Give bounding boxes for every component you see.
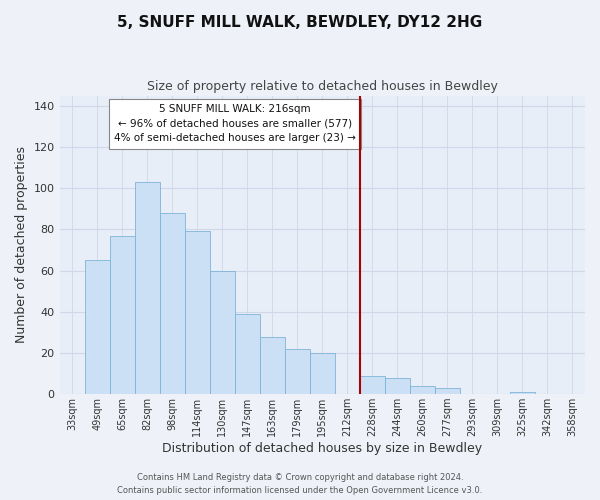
Text: 5 SNUFF MILL WALK: 216sqm
← 96% of detached houses are smaller (577)
4% of semi-: 5 SNUFF MILL WALK: 216sqm ← 96% of detac… <box>114 104 356 144</box>
Bar <box>310 353 335 394</box>
Bar <box>360 376 385 394</box>
X-axis label: Distribution of detached houses by size in Bewdley: Distribution of detached houses by size … <box>162 442 482 455</box>
Bar <box>85 260 110 394</box>
Bar <box>285 349 310 394</box>
Bar <box>209 270 235 394</box>
Title: Size of property relative to detached houses in Bewdley: Size of property relative to detached ho… <box>147 80 498 93</box>
Bar <box>410 386 435 394</box>
Bar <box>185 232 209 394</box>
Bar <box>260 336 285 394</box>
Bar <box>435 388 460 394</box>
Bar <box>385 378 410 394</box>
Y-axis label: Number of detached properties: Number of detached properties <box>15 146 28 344</box>
Bar <box>510 392 535 394</box>
Bar <box>160 213 185 394</box>
Bar <box>110 236 134 394</box>
Bar <box>134 182 160 394</box>
Bar <box>235 314 260 394</box>
Text: 5, SNUFF MILL WALK, BEWDLEY, DY12 2HG: 5, SNUFF MILL WALK, BEWDLEY, DY12 2HG <box>118 15 482 30</box>
Text: Contains HM Land Registry data © Crown copyright and database right 2024.
Contai: Contains HM Land Registry data © Crown c… <box>118 474 482 495</box>
